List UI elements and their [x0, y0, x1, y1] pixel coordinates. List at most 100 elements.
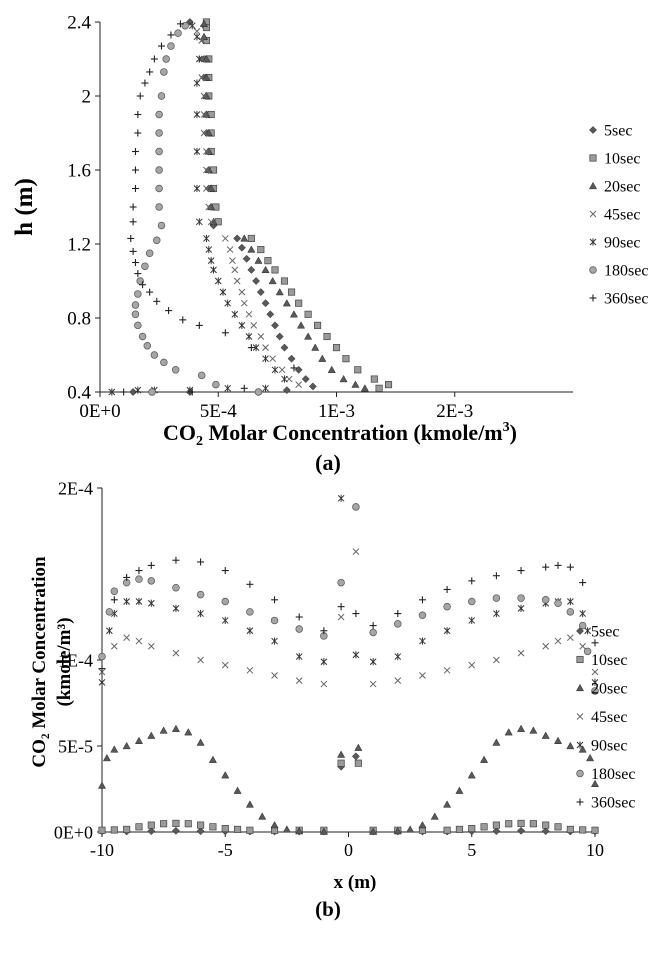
- chart-b-x-axis-title: x (m): [334, 872, 377, 893]
- chart-a-point-5sec: [261, 299, 270, 308]
- chart-a-point-90sec: [224, 384, 232, 392]
- chart-b-point-180sec: [369, 628, 377, 637]
- chart-b-point-20sec: [590, 779, 600, 787]
- chart-a-point-5sec: [237, 243, 246, 252]
- chart-b-point-360sec: [492, 572, 500, 580]
- chart-b-point-360sec: [352, 610, 360, 618]
- chart-a-point-45sec: [295, 381, 303, 388]
- chart-b-point-90sec: [221, 616, 229, 625]
- chart-a-point-90sec: [252, 344, 260, 352]
- chart-b-point-10sec: [579, 826, 587, 834]
- chart-b-point-10sec: [468, 825, 476, 833]
- chart-b-point-20sec: [578, 745, 587, 753]
- chart-b-point-10sec: [492, 821, 500, 829]
- chart-a-point-360sec: [129, 247, 137, 255]
- chart-a-point-180sec: [171, 366, 180, 374]
- chart-b-point-10sec: [184, 820, 192, 828]
- chart-b-legend-label: 10sec: [591, 652, 627, 669]
- chart-b-point-180sec: [147, 577, 156, 585]
- chart-b-point-90sec: [517, 604, 525, 612]
- chart-a-point-5sec: [129, 388, 138, 396]
- chart-a-point-45sec: [231, 266, 239, 274]
- chart-a-point-360sec: [176, 20, 184, 28]
- chart-b-point-360sec: [443, 585, 451, 593]
- chart-a-point-20sec: [289, 310, 298, 318]
- chart-b-point-90sec: [468, 616, 476, 625]
- chart-a-point-20sec: [261, 265, 270, 274]
- chart-b-point-10sec: [591, 826, 599, 834]
- chart-a-point-45sec: [240, 299, 248, 307]
- chart-a-point-90sec: [231, 310, 239, 318]
- chart-a-point-10sec: [271, 266, 279, 274]
- chart-b-point-45sec: [337, 613, 345, 621]
- chart-a-point-360sec: [167, 31, 175, 39]
- chart-b-point-90sec: [135, 597, 143, 606]
- chart-a-point-45sec: [238, 288, 246, 296]
- chart-a-point-180sec: [254, 388, 263, 396]
- chart-b-point-10sec: [221, 825, 229, 833]
- chart-a-point-180sec: [138, 332, 147, 341]
- chart-a-point-360sec: [221, 329, 229, 337]
- chart-a-legend-marker-10sec: [589, 154, 597, 162]
- chart-a-point-5sec: [308, 382, 317, 391]
- chart-a-point-180sec: [131, 310, 140, 319]
- chart-b-point-360sec: [542, 563, 550, 571]
- chart-a-point-90sec: [207, 257, 215, 265]
- chart-b-point-20sec: [467, 771, 476, 779]
- chart-b-point-20sec: [443, 800, 452, 808]
- chart-b-point-20sec: [554, 736, 563, 744]
- chart-b-point-180sec: [221, 597, 230, 606]
- chart-b-point-20sec: [159, 726, 168, 734]
- chart-a-point-360sec: [134, 270, 142, 278]
- chart-a-point-180sec: [160, 358, 168, 367]
- chart-a-legend-marker-45sec: [589, 210, 597, 218]
- chart-a-point-360sec: [247, 344, 255, 352]
- chart-b-x-tick-label: 10: [586, 840, 604, 860]
- chart-a-point-20sec: [360, 384, 369, 392]
- chart-b-point-5sec: [171, 826, 180, 835]
- chart-b-legend-marker-45sec: [576, 713, 584, 720]
- chart-a-point-360sec: [188, 388, 196, 396]
- chart-b-point-180sec: [554, 599, 562, 607]
- chart-a-point-45sec: [221, 235, 229, 242]
- chart-a-point-180sec: [145, 249, 154, 258]
- chart-b-point-45sec: [271, 672, 278, 679]
- chart-a-point-180sec: [157, 92, 166, 100]
- chart-b-point-10sec: [147, 821, 155, 829]
- chart-a-point-20sec: [200, 32, 209, 40]
- chart-b-point-180sec: [196, 590, 205, 599]
- chart-a-point-360sec: [165, 307, 173, 315]
- chart-b-point-5sec: [541, 827, 550, 836]
- chart-b-point-10sec: [98, 826, 106, 834]
- chart-b-point-10sec: [566, 825, 574, 833]
- chart-a-point-20sec: [327, 365, 336, 373]
- chart-a-legend-label: 5sec: [604, 123, 632, 140]
- chart-a-point-20sec: [318, 354, 327, 362]
- chart-b-point-360sec: [579, 579, 587, 587]
- chart-a-point-10sec: [264, 257, 272, 265]
- chart-a-point-360sec: [127, 234, 135, 242]
- chart-b-point-20sec: [171, 724, 180, 732]
- chart-b-point-180sec: [492, 594, 501, 602]
- chart-b-point-45sec: [554, 637, 562, 645]
- chart-a-y-tick-label: 2: [82, 87, 92, 108]
- chart-b: 0E+0 5E-5 1E-4 2E-4 -10 -5 0 5 10 5sec 10sec 20se…: [29, 478, 635, 921]
- chart-b-point-20sec: [541, 731, 550, 739]
- chart-b-point-20sec: [221, 771, 230, 779]
- chart-b-point-45sec: [295, 677, 303, 684]
- chart-a-point-360sec: [120, 388, 128, 396]
- chart-b-point-20sec: [97, 781, 107, 789]
- chart-a-point-180sec: [155, 184, 163, 193]
- chart-b-point-180sec: [591, 687, 599, 695]
- chart-b-point-20sec: [102, 753, 111, 762]
- chart-a-point-20sec: [282, 299, 291, 307]
- chart-a-point-180sec: [174, 29, 182, 37]
- chart-b-y-tick-label: 5E-5: [58, 736, 93, 756]
- chart-a-legend-label: 360sec: [604, 291, 648, 308]
- chart-b-point-90sec: [147, 599, 155, 607]
- chart-b-point-45sec: [172, 649, 180, 657]
- chart-a-point-90sec: [262, 355, 269, 363]
- chart-b-point-10sec: [542, 821, 550, 829]
- chart-b-point-90sec: [579, 609, 587, 618]
